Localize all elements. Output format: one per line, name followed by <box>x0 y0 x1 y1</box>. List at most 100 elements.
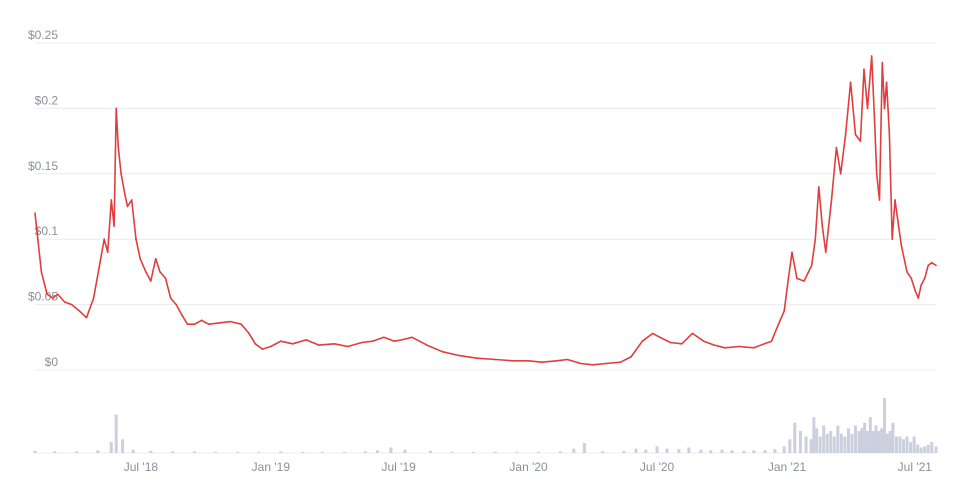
price-point <box>318 344 320 346</box>
volume-bar <box>363 451 367 453</box>
price-point <box>830 199 833 201</box>
volume-bar <box>214 451 218 453</box>
price-point <box>566 358 569 361</box>
price-point <box>120 173 122 175</box>
price-point <box>145 271 147 273</box>
price-point <box>910 277 913 280</box>
volume-bar <box>874 425 878 453</box>
price-point <box>791 251 793 254</box>
price-point <box>821 225 824 227</box>
volume-bar <box>846 428 850 453</box>
volume-bar <box>854 425 858 453</box>
volume-bar <box>53 451 57 453</box>
price-point <box>476 357 478 360</box>
volume-bar <box>257 451 261 453</box>
price-point <box>900 244 903 247</box>
price-point <box>40 271 43 273</box>
price-point <box>927 264 930 267</box>
price-point <box>99 258 102 260</box>
volume-bar <box>912 436 916 453</box>
price-point <box>903 258 906 260</box>
x-tick-label: Jul '18 <box>124 460 159 474</box>
volume-bar <box>804 436 808 453</box>
price-point <box>817 186 820 188</box>
price-point <box>110 199 113 201</box>
price-point <box>117 146 120 149</box>
price-point <box>835 146 838 149</box>
x-tick-label: Jul '19 <box>381 460 416 474</box>
volume-bar <box>898 436 902 453</box>
price-point <box>866 107 869 110</box>
price-point <box>825 251 827 254</box>
volume-bar <box>709 450 713 453</box>
volume-bar <box>894 436 898 453</box>
volume-bar <box>109 442 113 453</box>
volume-bar <box>450 451 454 453</box>
price-point <box>652 332 654 335</box>
volume-bar <box>788 439 792 453</box>
price-point <box>783 310 785 312</box>
volume-bar <box>149 450 153 453</box>
price-point <box>229 320 232 323</box>
price-point <box>78 310 81 312</box>
price-point <box>458 354 461 357</box>
price-point <box>361 341 363 344</box>
volume-bar <box>919 447 923 453</box>
volume-bar <box>634 448 638 453</box>
price-point <box>803 280 805 282</box>
price-point <box>240 323 242 326</box>
volume-bar <box>868 417 872 453</box>
volume-bar <box>301 451 305 453</box>
volume-bar <box>857 431 861 453</box>
price-point <box>770 340 773 343</box>
price-point <box>885 81 888 84</box>
volume-bar <box>582 443 586 453</box>
price-point <box>175 303 178 306</box>
volume-bar <box>730 450 734 453</box>
volume-bar <box>815 428 819 453</box>
price-point <box>669 341 672 344</box>
price-point <box>917 297 920 299</box>
price-point <box>347 345 349 348</box>
volume-bar <box>926 444 930 453</box>
price-point <box>839 173 842 175</box>
volume-bar <box>871 431 875 453</box>
price-point <box>512 360 514 362</box>
price-point <box>193 323 196 326</box>
volume-bar <box>832 436 836 453</box>
volume-bar <box>121 439 125 453</box>
volume-bar <box>279 451 283 453</box>
volume-bar <box>193 451 197 453</box>
price-point <box>270 345 272 348</box>
price-point <box>920 284 922 286</box>
price-point <box>56 293 59 295</box>
volume-bar <box>909 442 913 453</box>
price-point <box>873 120 876 123</box>
volume-bar <box>773 449 777 453</box>
price-point <box>659 336 661 339</box>
price-point <box>630 356 632 358</box>
volume-bar <box>471 451 475 453</box>
price-point <box>810 264 813 267</box>
price-point <box>123 192 126 195</box>
volume-bar <box>905 436 909 453</box>
x-tick-label: Jul '21 <box>898 460 933 474</box>
volume-bar <box>752 450 756 453</box>
volume-bar <box>389 447 393 453</box>
y-tick-label: $0.1 <box>35 224 59 238</box>
volume-bar <box>863 422 867 453</box>
volume-bar <box>860 428 864 453</box>
price-point <box>63 301 66 303</box>
price-point <box>888 133 891 136</box>
price-point <box>777 323 780 326</box>
volume-bar <box>818 436 822 453</box>
price-point <box>279 340 282 343</box>
price-point <box>333 343 336 345</box>
volume-bar <box>601 451 605 453</box>
volume-bar <box>839 433 843 453</box>
volume-bar <box>131 449 135 453</box>
price-point <box>126 205 129 208</box>
volume-bar <box>934 446 938 453</box>
price-point <box>169 297 172 299</box>
volume-bar <box>320 451 324 453</box>
